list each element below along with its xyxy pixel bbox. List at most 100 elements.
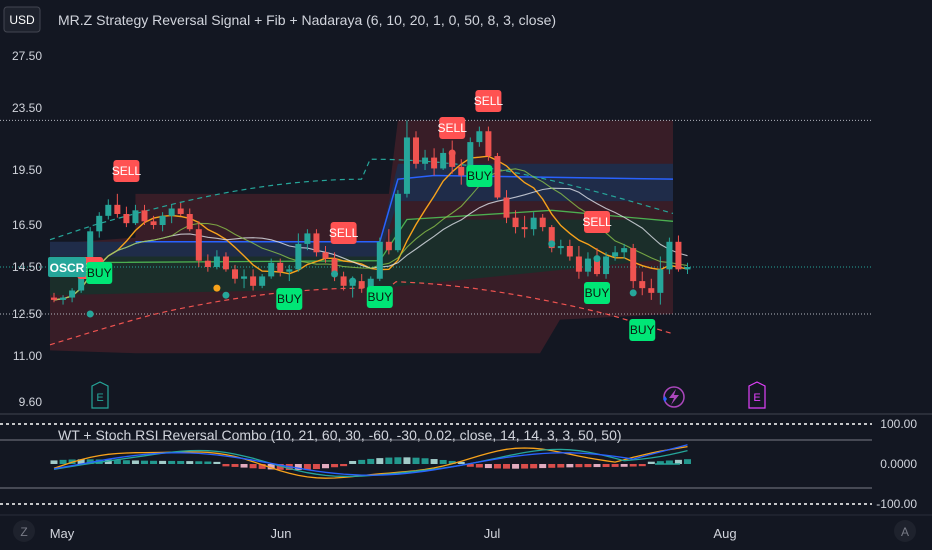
candle-body[interactable]	[584, 258, 591, 272]
candle-body[interactable]	[96, 215, 103, 232]
candle-body[interactable]	[204, 260, 211, 267]
osc-histogram-bar	[394, 457, 402, 464]
candle-body[interactable]	[440, 152, 447, 169]
candle-body[interactable]	[250, 276, 257, 286]
candle-body[interactable]	[132, 210, 139, 224]
candle-body[interactable]	[367, 278, 374, 289]
candle-body[interactable]	[322, 252, 329, 259]
candle-body[interactable]	[494, 156, 501, 198]
osc-histogram-bar	[620, 464, 628, 467]
earnings-label: E	[96, 392, 103, 404]
osc-histogram-bar	[665, 460, 673, 464]
auto-scale-button-bg[interactable]	[894, 520, 916, 542]
candle-body[interactable]	[594, 258, 600, 275]
candle-body[interactable]	[87, 231, 94, 265]
candle-body[interactable]	[232, 269, 238, 279]
osc-histogram-bar	[358, 459, 366, 464]
sell-signal[interactable]: SELL	[582, 211, 612, 233]
earnings-icon[interactable]	[748, 381, 766, 409]
candle-body[interactable]	[177, 208, 184, 215]
candle-body[interactable]	[539, 217, 546, 228]
candle-body[interactable]	[512, 217, 519, 228]
candle-body[interactable]	[313, 233, 320, 253]
candle-body[interactable]	[259, 276, 266, 286]
candle-body[interactable]	[295, 243, 302, 270]
candle-body[interactable]	[485, 131, 492, 157]
candle-body[interactable]	[385, 241, 392, 251]
candle-body[interactable]	[548, 227, 555, 249]
signal-dot	[331, 270, 339, 278]
sell-signal[interactable]: SELL	[112, 160, 142, 182]
zoom-button-bg[interactable]	[13, 520, 35, 542]
news-flash-icon[interactable]	[663, 386, 685, 408]
candle-body[interactable]	[195, 229, 202, 261]
candle-body[interactable]	[222, 256, 229, 270]
candle-body[interactable]	[168, 208, 175, 216]
signal-label: SELL	[582, 215, 612, 229]
candle-body[interactable]	[557, 246, 564, 249]
candle-body[interactable]	[150, 221, 157, 225]
buy-signal[interactable]: BUY	[366, 286, 393, 308]
candle-body[interactable]	[277, 262, 284, 272]
candle-body[interactable]	[213, 256, 220, 268]
candle-body[interactable]	[413, 137, 419, 164]
candle-body[interactable]	[394, 193, 401, 251]
sell-signal[interactable]: SELL	[329, 222, 359, 244]
candle-body[interactable]	[422, 157, 429, 164]
candle-body[interactable]	[503, 197, 510, 218]
candle-body[interactable]	[331, 258, 338, 277]
buy-signal[interactable]: BUY	[629, 319, 656, 341]
candle-body[interactable]	[186, 214, 193, 230]
candle-body[interactable]	[666, 241, 673, 270]
candle-body[interactable]	[403, 137, 410, 194]
candle-body[interactable]	[340, 276, 347, 286]
earnings-icon[interactable]	[91, 381, 109, 409]
candle-body[interactable]	[458, 166, 465, 176]
candle-body[interactable]	[630, 248, 637, 282]
candle-body[interactable]	[675, 241, 682, 270]
candle-body[interactable]	[159, 215, 166, 225]
candle-body[interactable]	[141, 210, 148, 222]
symbol-tag: OSCR	[50, 261, 85, 275]
candle-body[interactable]	[376, 241, 383, 279]
candle-body[interactable]	[51, 297, 57, 300]
candle-body[interactable]	[449, 152, 456, 167]
sell-signal[interactable]: SELL	[474, 90, 504, 112]
candle-body[interactable]	[648, 288, 655, 293]
candle-body[interactable]	[530, 217, 537, 230]
signal-badge-bg	[113, 160, 140, 182]
candle-body[interactable]	[612, 252, 619, 257]
candle-body[interactable]	[69, 290, 76, 298]
candle-body[interactable]	[639, 281, 646, 289]
buy-signal[interactable]: BUY	[276, 288, 303, 310]
candle-body[interactable]	[60, 297, 67, 300]
candle-body[interactable]	[476, 131, 483, 143]
candle-body[interactable]	[621, 248, 628, 253]
candle-body[interactable]	[603, 256, 610, 275]
candle-body[interactable]	[657, 269, 664, 293]
candle-body[interactable]	[304, 233, 311, 244]
osc-histogram-bar	[439, 459, 447, 464]
sell-signal[interactable]: SELL	[438, 117, 468, 139]
candle-body[interactable]	[566, 246, 573, 257]
candle-body[interactable]	[467, 142, 474, 176]
candle-body[interactable]	[123, 214, 130, 224]
candle-body[interactable]	[684, 267, 691, 270]
candle-body[interactable]	[521, 227, 528, 230]
candle-body[interactable]	[575, 256, 582, 272]
candle-body[interactable]	[268, 262, 275, 277]
currency-button[interactable]	[3, 6, 41, 33]
signal-dot	[629, 289, 637, 297]
candle-body[interactable]	[286, 269, 293, 272]
candle-body[interactable]	[114, 204, 121, 214]
osc-histogram-bar	[539, 464, 547, 469]
buy-signal[interactable]: BUY	[86, 262, 113, 284]
candle-body[interactable]	[105, 204, 112, 216]
candle-body[interactable]	[431, 157, 438, 169]
osc-tick-label: 100.00	[880, 417, 917, 431]
candle-body[interactable]	[241, 276, 248, 279]
buy-signal[interactable]: BUY	[466, 165, 493, 187]
candle-body[interactable]	[358, 281, 365, 289]
buy-signal[interactable]: BUY	[584, 282, 610, 304]
